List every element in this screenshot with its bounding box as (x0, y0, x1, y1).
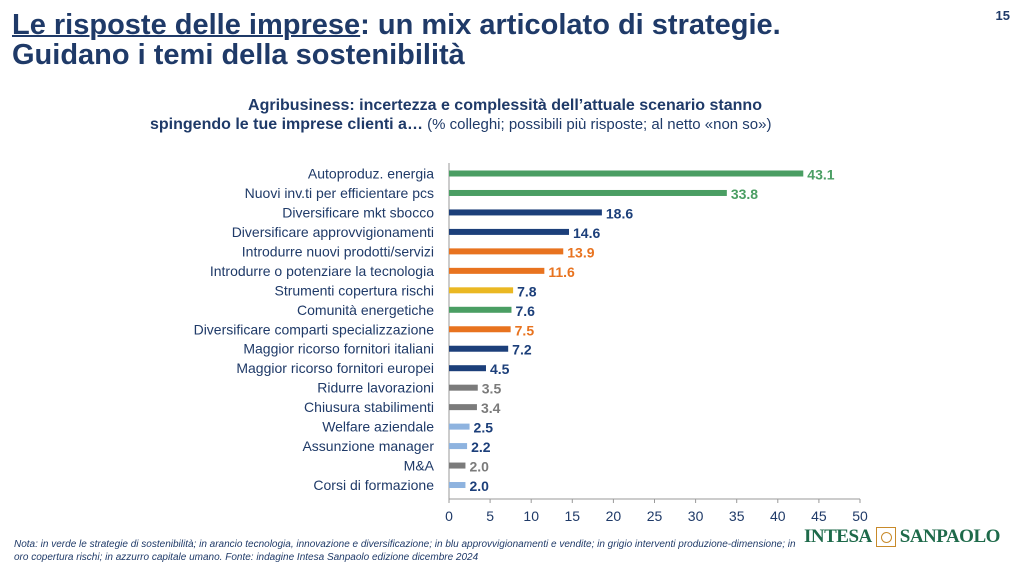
category-label: Diversificare approvvigionamenti (232, 224, 434, 240)
category-label: Welfare aziendale (322, 419, 434, 435)
value-label: 11.6 (548, 264, 575, 280)
page-number: 15 (995, 8, 1010, 23)
bar (449, 423, 470, 430)
x-tick-label: 20 (606, 508, 622, 524)
value-label: 2.0 (469, 478, 489, 494)
subtitle-line2: spingendo le tue imprese clienti a… (% c… (150, 115, 860, 134)
x-tick-label: 45 (811, 508, 827, 524)
x-tick-label: 15 (565, 508, 581, 524)
subtitle-line1: Agribusiness: incertezza e complessità d… (248, 97, 762, 114)
intesa-sanpaolo-logo: INTESA SANPAOLO (804, 526, 1000, 548)
category-label: Introdurre o potenziare la tecnologia (210, 263, 434, 279)
x-tick-label: 25 (647, 508, 663, 524)
value-label: 2.0 (469, 459, 489, 475)
value-label: 2.2 (471, 439, 491, 455)
category-label: Assunzione manager (302, 438, 434, 454)
category-label: Autoproduz. energia (308, 166, 434, 182)
bar (449, 170, 804, 177)
category-label: Nuovi inv.ti per efficientare pcs (245, 185, 434, 201)
category-label: Diversificare mkt sbocco (282, 204, 434, 220)
category-label: Strumenti copertura rischi (274, 282, 434, 298)
value-label: 4.5 (490, 361, 510, 377)
bar (449, 365, 486, 372)
subtitle-line2-note: (% colleghi; possibili più risposte; al … (422, 116, 772, 133)
x-tick-label: 0 (445, 508, 453, 524)
bar (449, 404, 477, 411)
x-tick-label: 50 (852, 508, 868, 524)
category-label: Chiusura stabilimenti (304, 399, 434, 415)
bar (449, 189, 727, 196)
bar (449, 209, 602, 216)
category-label: M&A (404, 458, 435, 474)
bar (449, 482, 466, 489)
bar (449, 306, 512, 313)
value-label: 14.6 (573, 225, 600, 241)
category-label: Ridurre lavorazioni (317, 380, 434, 396)
category-label: Maggior ricorso fornitori europei (236, 360, 434, 376)
x-tick-label: 5 (486, 508, 494, 524)
bar (449, 267, 545, 274)
category-label: Corsi di formazione (313, 477, 434, 493)
logo-text-left: INTESA (804, 526, 872, 547)
x-tick-label: 35 (729, 508, 745, 524)
category-label: Diversificare comparti specializzazione (194, 321, 435, 337)
category-label: Introdurre nuovi prodotti/servizi (242, 243, 434, 259)
bar (449, 228, 570, 235)
logo-mark-icon (875, 527, 896, 547)
value-label: 7.5 (515, 322, 535, 338)
bar (449, 287, 514, 294)
bar (449, 345, 509, 352)
title-part2: : un mix articolato di strategie. (360, 9, 781, 41)
bar (449, 384, 478, 391)
bar (449, 443, 468, 450)
value-label: 2.5 (474, 420, 494, 436)
category-label: Comunità energetiche (297, 302, 434, 318)
value-label: 7.8 (517, 283, 537, 299)
x-tick-label: 40 (770, 508, 786, 524)
value-label: 3.5 (482, 381, 502, 397)
value-label: 43.1 (807, 167, 834, 183)
value-label: 13.9 (567, 244, 594, 260)
x-tick-label: 30 (688, 508, 704, 524)
bar (449, 248, 564, 255)
value-label: 33.8 (731, 186, 758, 202)
value-label: 7.2 (512, 342, 532, 358)
footnote: Nota: in verde le strategie di sostenibi… (14, 539, 796, 563)
title-line2: Guidano i temi della sostenibilità (12, 39, 465, 71)
bar (449, 462, 466, 469)
x-tick-label: 10 (523, 508, 539, 524)
category-label: Maggior ricorso fornitori italiani (243, 341, 434, 357)
page-title: Le risposte delle imprese: un mix artico… (12, 10, 972, 70)
value-label: 3.4 (481, 400, 501, 416)
value-label: 7.6 (515, 303, 535, 319)
subtitle-line2-bold: spingendo le tue imprese clienti a… (150, 116, 423, 133)
value-label: 18.6 (606, 205, 633, 221)
title-part1: Le risposte delle imprese (12, 9, 361, 41)
chart-subtitle: Agribusiness: incertezza e complessità d… (150, 96, 860, 134)
logo-text-right: SANPAOLO (899, 526, 1001, 547)
bar (449, 326, 511, 333)
